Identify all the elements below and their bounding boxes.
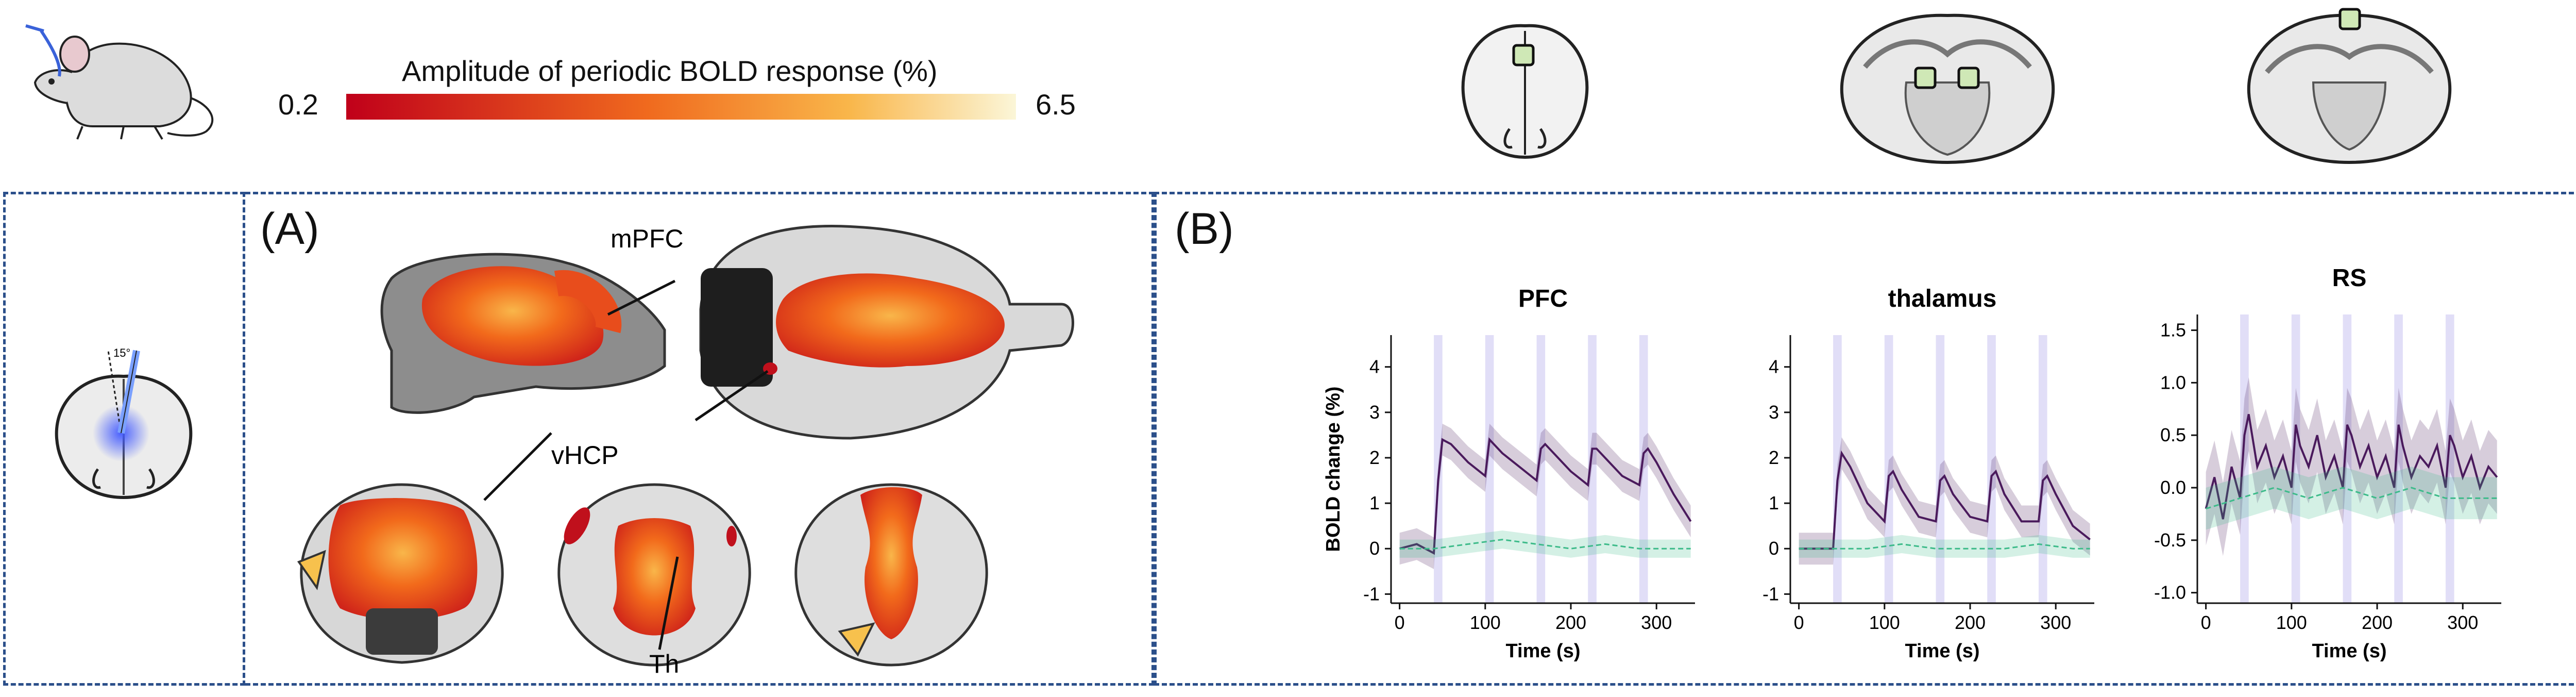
chart2-ytick-label-5: 3	[1769, 402, 1779, 423]
chart2-xtick-label-2: 100	[1869, 612, 1900, 633]
chart1-xtick-label-4: 300	[1641, 612, 1672, 633]
roi-thalamus-right	[1957, 67, 1980, 89]
label-th: Th	[649, 650, 679, 678]
chart3-xtick-label-2: 100	[2276, 612, 2307, 633]
chart2-stim-band-4	[1987, 335, 1996, 603]
chart2-stim-band-3	[1936, 335, 1945, 603]
chart3-stim-band-5	[2445, 314, 2454, 603]
label-vhcp: vHCP	[551, 441, 619, 470]
chart3-stim-band-3	[2343, 314, 2352, 603]
chart1-ytick-label-3: 1	[1369, 492, 1380, 513]
mouse-illustration	[25, 24, 214, 140]
chart3-title: RS	[2332, 264, 2367, 292]
chart3-xlabel: Time (s)	[2312, 640, 2386, 662]
chart2-ytick-label-3: 1	[1769, 492, 1779, 513]
chart1-stim-band-1	[1434, 335, 1443, 603]
chart3-stim-band-2	[2291, 314, 2300, 603]
panel-b-label: (B)	[1175, 204, 1234, 254]
chart1-xtick-label-3: 200	[1555, 612, 1586, 633]
chart3-ytick-label-5: 1.0	[2160, 372, 2186, 393]
chart1-ytick-label-4: 2	[1369, 447, 1380, 468]
chart2-stim-band-1	[1833, 335, 1842, 603]
chart1-ytick-label-1: -1	[1363, 583, 1380, 604]
chart1-xtick-label-1: 0	[1395, 612, 1405, 633]
chart2-xtick-label-3: 200	[1955, 612, 1986, 633]
chart1-series-2-band	[1399, 530, 1691, 558]
chart2-series-2-band	[1799, 535, 2090, 558]
chart1-stim-band-3	[1536, 335, 1546, 603]
chart2-ytick-label-4: 2	[1769, 447, 1779, 468]
chart3-series-2-band	[2206, 467, 2497, 530]
coronal-brain-view-2	[557, 483, 751, 667]
chart1-series-2-line	[1399, 539, 1691, 550]
coronal-brain-view-1	[297, 483, 504, 664]
chart1-xtick-label-2: 100	[1470, 612, 1501, 633]
chart1-stim-band-4	[1588, 335, 1597, 603]
roi-pfc	[1512, 44, 1535, 67]
chart1-series-1-band	[1399, 423, 1691, 569]
chart2-series-1-line	[1799, 450, 2091, 550]
chart2-series-2-line	[1799, 543, 2090, 550]
colorbar-max-label: 6.5	[1036, 88, 1076, 121]
coronal-brain-view-3	[794, 483, 988, 667]
chart3-ytick-label-3: 0.0	[2160, 477, 2186, 498]
panel-frame-electrode	[3, 192, 245, 686]
colorbar-title: Amplitude of periodic BOLD response (%)	[402, 55, 938, 87]
chart1-ytick-label-6: 4	[1369, 356, 1380, 377]
label-mpfc: mPFC	[611, 224, 684, 253]
chart1-stim-band-5	[1639, 335, 1648, 603]
chart3-ytick-label-2: -0.5	[2154, 529, 2186, 551]
sagittal-brain-view	[380, 253, 666, 414]
chart2-xlabel: Time (s)	[1905, 640, 1979, 662]
arrowhead-marker-2	[838, 622, 875, 657]
chart2-ytick-label-6: 4	[1769, 356, 1779, 377]
chart1-ytick-label-2: 0	[1369, 538, 1380, 559]
coronal-slice-rs-roi	[2247, 8, 2452, 164]
chart3-series-1-band	[2206, 377, 2497, 556]
chart3-xtick-label-4: 300	[2447, 612, 2478, 633]
colorbar	[346, 94, 1016, 120]
coronal-slice-pfc-roi	[1461, 24, 1589, 159]
colorbar-min-label: 0.2	[278, 88, 318, 121]
chart1-ytick-label-5: 3	[1369, 402, 1380, 423]
roi-thalamus-left	[1914, 67, 1937, 89]
chart1-series-1-line	[1399, 437, 1692, 555]
chart3-stim-band-4	[2394, 314, 2403, 603]
chart3-stim-band-1	[2240, 314, 2249, 603]
chart2-xtick-label-4: 300	[2040, 612, 2071, 633]
panel-frame-b	[1154, 192, 2576, 686]
chart2-xtick-label-1: 0	[1794, 612, 1804, 633]
panel-a-label: (A)	[260, 204, 319, 254]
electrode-angle-label: 15°	[113, 346, 130, 359]
panel-a-brain-maps: mPFC vHCP Th	[297, 224, 1074, 678]
chart1-stim-band-2	[1485, 335, 1494, 603]
chart3-ytick-label-6: 1.5	[2160, 320, 2186, 341]
chart1-title: PFC	[1518, 285, 1568, 312]
chart2-ytick-label-2: 0	[1769, 538, 1779, 559]
chart2-stim-band-5	[2038, 335, 2047, 603]
horizontal-brain-view	[699, 225, 1074, 440]
chart2-title: thalamus	[1888, 285, 1997, 312]
chart2-stim-band-2	[1884, 335, 1893, 603]
panel-frame-a	[245, 192, 1154, 686]
chart3-series-2-line	[2206, 487, 2497, 510]
chart3-series-1-line	[2205, 414, 2498, 520]
chart1-xlabel: Time (s)	[1505, 640, 1580, 662]
roi-rs	[2338, 8, 2361, 30]
chart3-ytick-label-1: -1.0	[2154, 582, 2186, 603]
chart3-xtick-label-1: 0	[2201, 612, 2211, 633]
chart1-ylabel: BOLD change (%)	[1323, 387, 1344, 552]
chart2-ytick-label-1: -1	[1762, 583, 1779, 604]
chart3-ytick-label-4: 0.5	[2160, 424, 2186, 445]
coronal-slice-thalamus-roi	[1840, 13, 2055, 164]
chart2-series-1-band	[1799, 437, 2090, 565]
arrowhead-marker-1	[297, 550, 326, 590]
chart3-xtick-label-3: 200	[2362, 612, 2393, 633]
coronal-slice-electrode: 15°	[55, 346, 193, 500]
